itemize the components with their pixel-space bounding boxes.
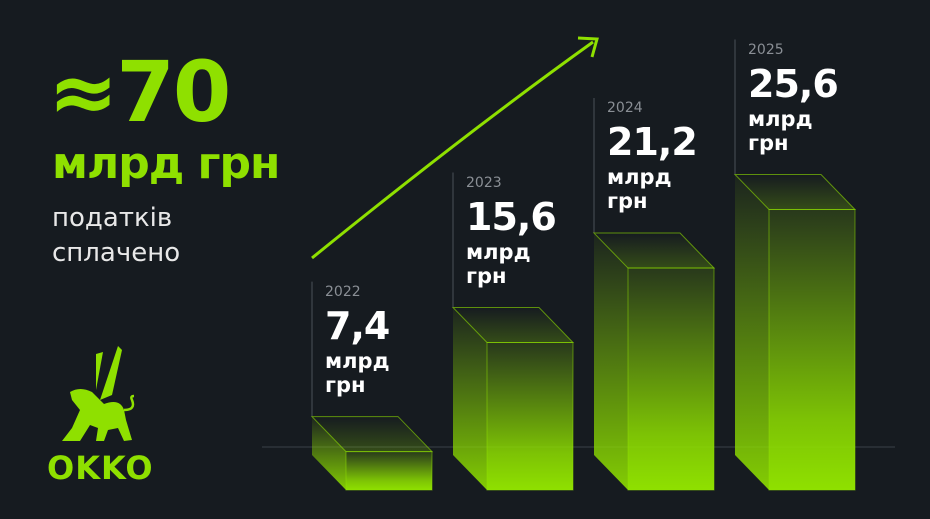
data-label: 7,4 bbox=[325, 303, 390, 348]
data-label-unit: грн bbox=[748, 130, 789, 155]
data-label-unit: млрд bbox=[607, 165, 672, 190]
data-label-unit: млрд bbox=[466, 239, 531, 264]
bar bbox=[486, 342, 574, 491]
tick-label: 2022 bbox=[325, 283, 361, 300]
trend-arrow bbox=[311, 40, 594, 260]
bar-side bbox=[453, 307, 487, 490]
data-label-unit: млрд bbox=[748, 106, 813, 131]
bar bbox=[768, 209, 856, 491]
data-label: 15,6 bbox=[466, 194, 557, 239]
data-label-unit: млрд bbox=[325, 348, 390, 373]
data-label-unit: грн bbox=[325, 372, 366, 397]
griffin-logo-icon bbox=[62, 346, 135, 441]
bar bbox=[345, 451, 433, 491]
headline-line2: сплачено bbox=[52, 238, 181, 268]
data-label: 21,2 bbox=[607, 120, 698, 165]
headline-value: ≈70 bbox=[48, 43, 231, 141]
brand-wordmark: OKKO bbox=[47, 449, 154, 487]
data-label-unit: грн bbox=[607, 189, 648, 214]
bar bbox=[627, 267, 715, 491]
headline-unit: млрд грн bbox=[52, 138, 280, 189]
bar-side bbox=[594, 233, 628, 491]
bar-side bbox=[312, 416, 346, 490]
trend-arrow-head-icon bbox=[577, 36, 599, 58]
data-label-unit: грн bbox=[466, 263, 507, 288]
headline-line1: податків bbox=[52, 203, 173, 233]
data-label: 25,6 bbox=[748, 61, 839, 106]
bar-side bbox=[735, 174, 769, 490]
tick-label: 2024 bbox=[607, 100, 643, 117]
tick-label: 2025 bbox=[748, 41, 784, 58]
tick-label: 2023 bbox=[466, 174, 502, 191]
